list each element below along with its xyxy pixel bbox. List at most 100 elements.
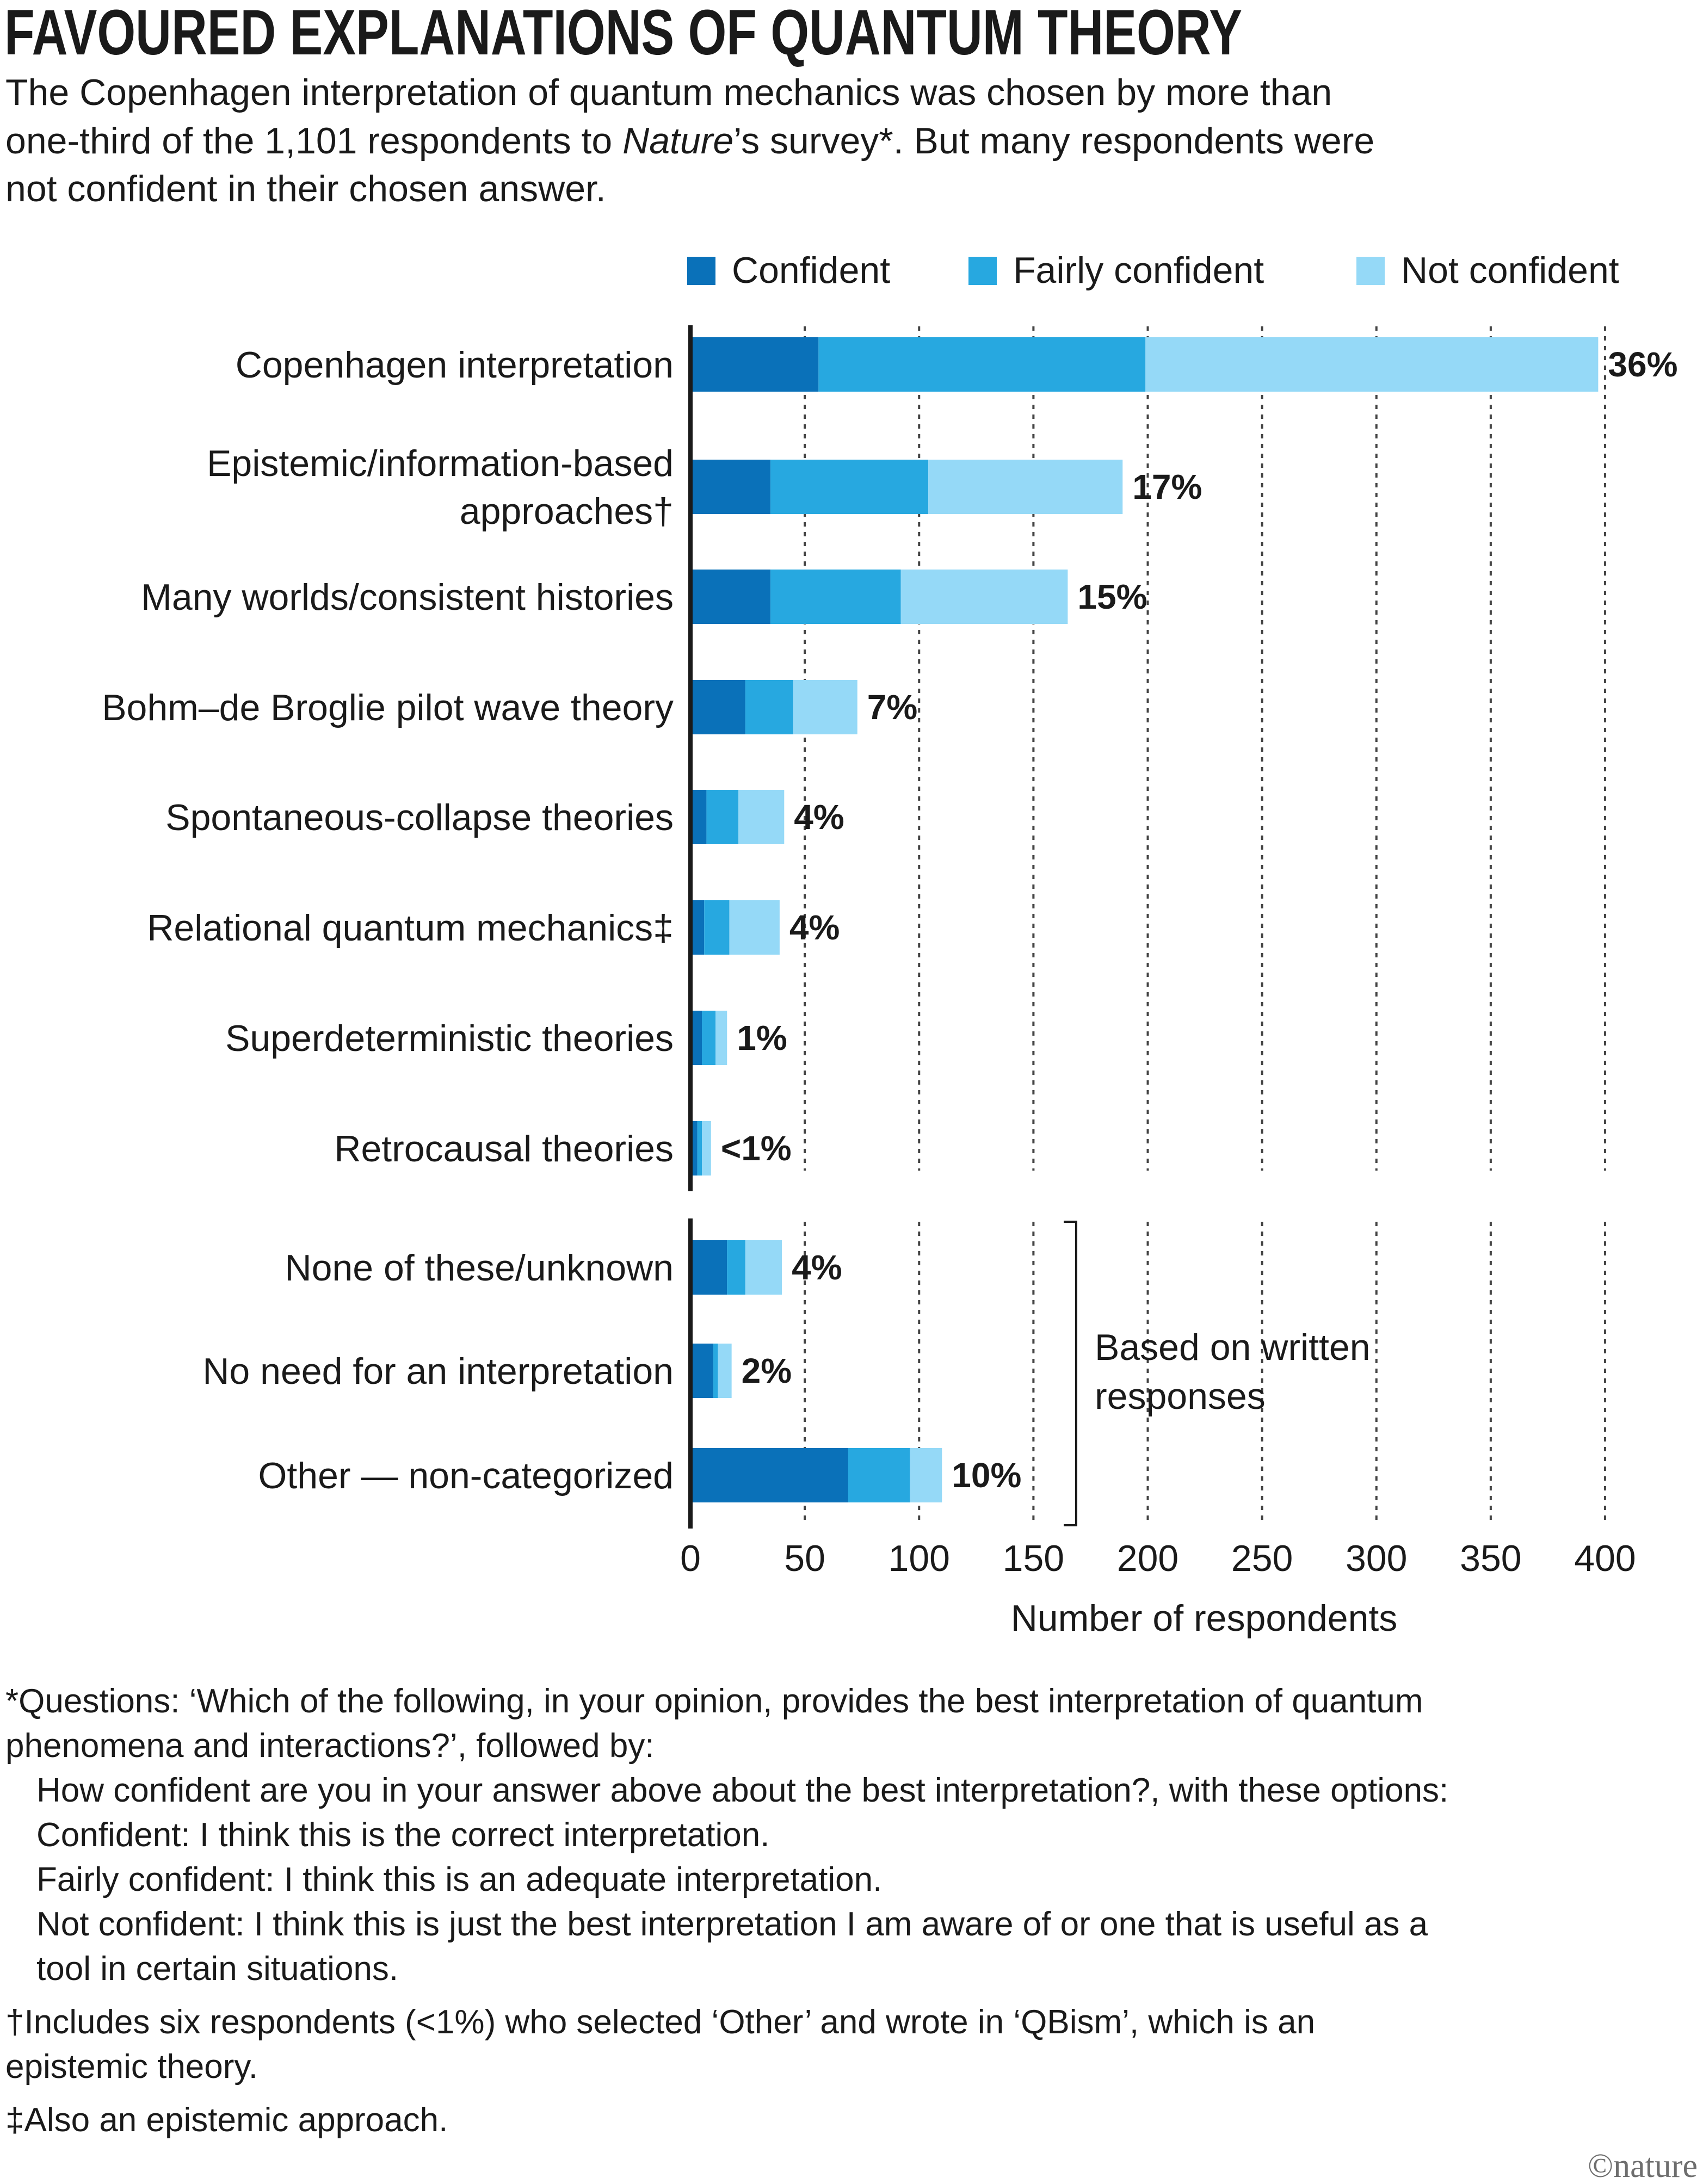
chart-title: FAVOURED EXPLANATIONS OF QUANTUM THEORY <box>4 0 1242 69</box>
category-label-copenhagen-interpretation: Copenhagen interpretation <box>236 344 674 386</box>
bar-no-need-for-an-interpretation-confident <box>690 1344 714 1398</box>
footnote-question-line-3: How confident are you in your answer abo… <box>36 1772 1448 1809</box>
bar-many-worlds-consistent-histories-not-confident <box>900 570 1068 624</box>
bar-spontaneous-collapse-theories-fairly-confident <box>706 790 739 844</box>
bar-copenhagen-interpretation-not-confident <box>1145 337 1599 392</box>
bar-no-need-for-an-interpretation-fairly-confident <box>713 1344 718 1398</box>
category-label-epistemic-information-based-approaches-line-1: Epistemic/information-based <box>207 443 674 484</box>
legend-swatch-fairly-confident <box>968 257 997 285</box>
bar-spontaneous-collapse-theories-not-confident <box>738 790 785 844</box>
bar-epistemic-information-based-approaches-fairly-confident <box>770 460 929 514</box>
subtitle-line-2-end: ’s survey*. But many respondents were <box>733 120 1374 162</box>
category-label-superdeterministic-theories: Superdeterministic theories <box>225 1018 674 1059</box>
bracket-label-line-2: responses <box>1095 1376 1266 1417</box>
legend-label-not-confident: Not confident <box>1401 250 1619 291</box>
bar-none-of-these-unknown-not-confident <box>745 1240 782 1295</box>
bar-retrocausal-theories-fairly-confident <box>697 1121 702 1175</box>
category-label-bohm-de-broglie-pilot-wave-theory: Bohm–de Broglie pilot wave theory <box>102 687 674 728</box>
pct-label-epistemic-information-based-approaches: 17% <box>1132 467 1202 506</box>
x-tick-250: 250 <box>1231 1538 1293 1579</box>
footnote-dagger-line-2: epistemic theory. <box>5 2048 258 2086</box>
bar-relational-quantum-mechanics-confident <box>690 900 705 955</box>
pct-label-spontaneous-collapse-theories: 4% <box>794 797 844 837</box>
bracket-line <box>1064 1221 1077 1526</box>
bar-copenhagen-interpretation-confident <box>690 337 819 392</box>
percentage-labels: 36% 17% 15% 7% 4% 4% 1% <1% 4% 2% 10% <box>721 345 1678 1495</box>
bracket-label-line-1: Based on written <box>1095 1327 1371 1368</box>
gridlines <box>804 326 1606 1523</box>
chart-subtitle-line-1: The Copenhagen interpretation of quantum… <box>5 72 1332 113</box>
bar-other-non-categorized-fairly-confident <box>848 1448 910 1502</box>
footnote-question-line-2: phenomena and interactions?’, followed b… <box>5 1727 655 1765</box>
bar-none-of-these-unknown-confident <box>690 1240 727 1295</box>
category-label-many-worlds-consistent-histories: Many worlds/consistent histories <box>141 577 674 618</box>
subtitle-journal-name: Nature <box>622 120 733 162</box>
x-axis-label: Number of respondents <box>1011 1598 1398 1639</box>
bar-epistemic-information-based-approaches-confident <box>690 460 771 514</box>
category-labels: Copenhagen interpretation Epistemic/infor… <box>102 344 674 1496</box>
bar-bohm-de-broglie-pilot-wave-theory-confident <box>690 680 745 734</box>
x-tick-350: 350 <box>1460 1538 1521 1579</box>
pct-label-bohm-de-broglie-pilot-wave-theory: 7% <box>867 688 918 727</box>
chart-legend: Confident Fairly confident Not confident <box>687 250 1619 291</box>
bar-no-need-for-an-interpretation-not-confident <box>718 1344 732 1398</box>
pct-label-relational-quantum-mechanics: 4% <box>789 908 840 947</box>
pct-label-retrocausal-theories: <1% <box>721 1129 792 1168</box>
bar-relational-quantum-mechanics-fairly-confident <box>704 900 730 955</box>
legend-swatch-confident <box>687 257 715 285</box>
nature-credit: ©nature <box>1588 2148 1698 2184</box>
x-tick-0: 0 <box>680 1538 701 1579</box>
category-label-relational-quantum-mechanics: Relational quantum mechanics‡ <box>147 907 674 949</box>
x-tick-150: 150 <box>1003 1538 1064 1579</box>
footnote-question-line-5: Fairly confident: I think this is an ade… <box>36 1861 882 1898</box>
category-label-retrocausal-theories: Retrocausal theories <box>334 1128 674 1170</box>
category-label-other-non-categorized: Other — non-categorized <box>258 1455 674 1496</box>
bar-copenhagen-interpretation-fairly-confident <box>818 337 1146 392</box>
bar-many-worlds-consistent-histories-confident <box>690 570 771 624</box>
bar-other-non-categorized-confident <box>690 1448 848 1502</box>
bar-other-non-categorized-not-confident <box>910 1448 942 1502</box>
pct-label-superdeterministic-theories: 1% <box>737 1018 787 1057</box>
bar-superdeterministic-theories-fairly-confident <box>702 1011 716 1065</box>
bar-segments <box>690 337 1599 1502</box>
bar-none-of-these-unknown-fairly-confident <box>727 1240 745 1295</box>
footnotes: *Questions: ‘Which of the following, in … <box>5 1682 1448 2139</box>
x-tick-50: 50 <box>784 1538 825 1579</box>
bar-epistemic-information-based-approaches-not-confident <box>928 460 1123 514</box>
x-tick-labels: 0 50 100 150 200 250 300 350 400 <box>680 1538 1636 1579</box>
footnote-question-line-4: Confident: I think this is the correct i… <box>36 1816 769 1854</box>
bar-superdeterministic-theories-not-confident <box>715 1011 727 1065</box>
category-label-spontaneous-collapse-theories: Spontaneous-collapse theories <box>165 797 674 838</box>
footnote-dagger-line-1: †Includes six respondents (<1%) who sele… <box>5 2003 1315 2041</box>
pct-label-other-non-categorized: 10% <box>952 1456 1021 1495</box>
pct-label-no-need-for-an-interpretation: 2% <box>742 1351 792 1390</box>
pct-label-many-worlds-consistent-histories: 15% <box>1077 577 1147 616</box>
bar-superdeterministic-theories-confident <box>690 1011 702 1065</box>
footnote-question-line-1: *Questions: ‘Which of the following, in … <box>5 1682 1423 1720</box>
legend-label-confident: Confident <box>732 250 890 291</box>
bar-bohm-de-broglie-pilot-wave-theory-fairly-confident <box>745 680 794 734</box>
pct-label-none-of-these-unknown: 4% <box>792 1248 842 1287</box>
category-label-epistemic-information-based-approaches-line-2: approaches† <box>460 491 674 532</box>
x-tick-300: 300 <box>1346 1538 1407 1579</box>
legend-swatch-not-confident <box>1356 257 1385 285</box>
chart-subtitle-line-3: not confident in their chosen answer. <box>5 168 606 209</box>
bar-bohm-de-broglie-pilot-wave-theory-not-confident <box>793 680 857 734</box>
bar-many-worlds-consistent-histories-fairly-confident <box>770 570 901 624</box>
written-responses-bracket: Based on written responses <box>1064 1221 1371 1526</box>
chart-subtitle-line-2: one-third of the 1,101 respondents to Na… <box>5 120 1374 162</box>
footnote-question-line-6: Not confident: I think this is just the … <box>36 1905 1428 1943</box>
x-tick-400: 400 <box>1574 1538 1636 1579</box>
bar-relational-quantum-mechanics-not-confident <box>729 900 780 955</box>
x-tick-100: 100 <box>888 1538 950 1579</box>
bar-retrocausal-theories-not-confident <box>702 1121 711 1175</box>
footnote-question-line-7: tool in certain situations. <box>36 1950 398 1988</box>
footnote-double-dagger: ‡Also an epistemic approach. <box>5 2101 448 2139</box>
legend-label-fairly-confident: Fairly confident <box>1013 250 1264 291</box>
x-tick-200: 200 <box>1117 1538 1178 1579</box>
subtitle-line-2-start: one-third of the 1,101 respondents to <box>5 120 622 162</box>
bar-spontaneous-collapse-theories-confident <box>690 790 707 844</box>
pct-label-copenhagen-interpretation: 36% <box>1608 345 1677 384</box>
category-label-none-of-these-unknown: None of these/unknown <box>285 1247 674 1289</box>
